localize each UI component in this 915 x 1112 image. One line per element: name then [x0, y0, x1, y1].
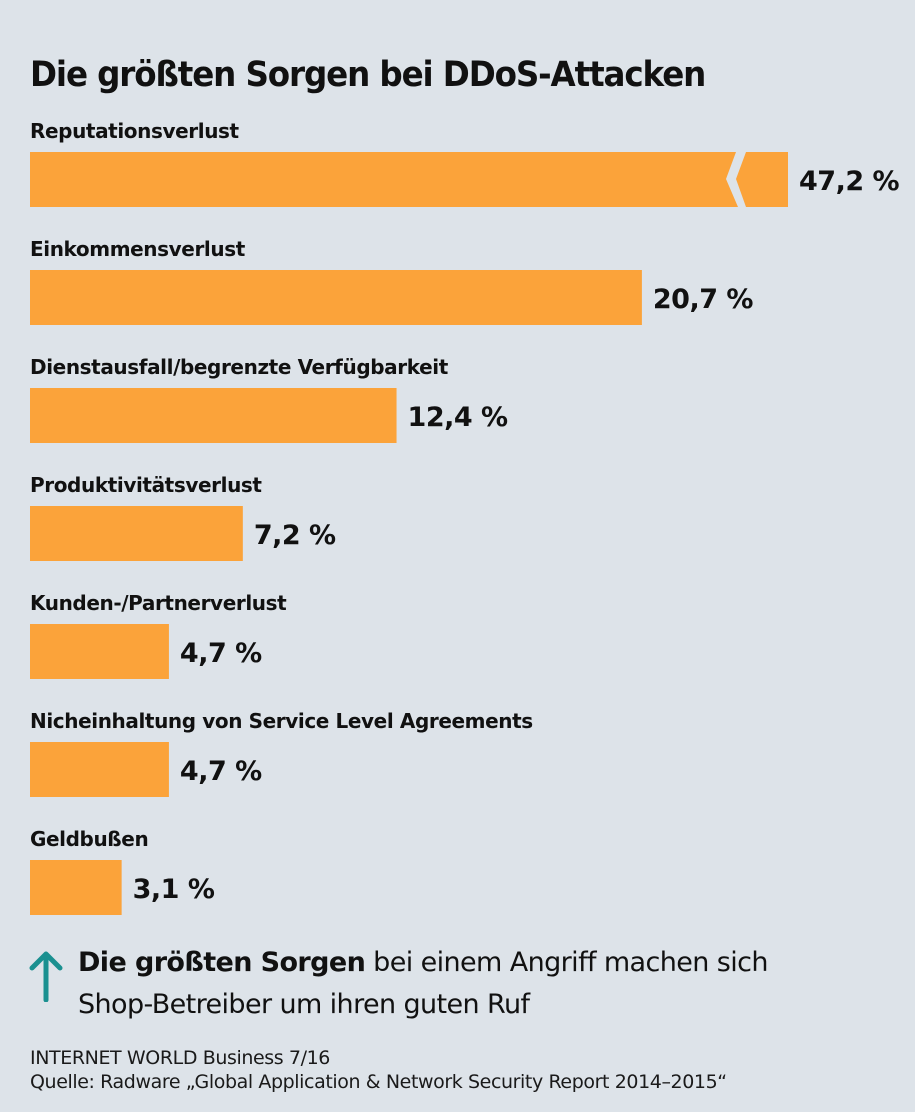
chart-title: Die größten Sorgen bei DDoS-Attacken	[30, 55, 706, 95]
category-label: Kunden-/Partnerverlust	[30, 591, 287, 615]
bar	[30, 152, 788, 207]
category-label: Reputationsverlust	[30, 119, 240, 143]
category-label: Produktivitätsverlust	[30, 473, 262, 497]
note-line-1-rest: bei einem Angriff machen sich	[365, 947, 768, 978]
value-label: 20,7 %	[653, 284, 754, 315]
value-label: 47,2 %	[799, 166, 900, 197]
value-label: 7,2 %	[254, 520, 336, 551]
category-label: Geldbußen	[30, 827, 148, 851]
bar	[30, 388, 397, 443]
note-line-1: Die größten Sorgen bei einem Angriff mac…	[78, 942, 769, 984]
bar-chart: Reputationsverlust 47,2 % Einkommensverlus…	[30, 119, 900, 915]
annotation-note: Die größten Sorgen bei einem Angriff mac…	[78, 942, 769, 1026]
source-credit: Quelle: Radware „Global Application & Ne…	[30, 1071, 727, 1093]
arrow-up-icon	[29, 951, 63, 1002]
value-label: 4,7 %	[180, 756, 262, 787]
axis-break-mark	[726, 152, 746, 207]
bar	[30, 506, 243, 561]
note-bold: Die größten Sorgen	[78, 947, 366, 978]
footer: INTERNET WORLD Business 7/16 Quelle: Rad…	[30, 1046, 727, 1094]
bar	[30, 860, 122, 915]
bar	[30, 624, 169, 679]
publication-credit: INTERNET WORLD Business 7/16	[30, 1047, 330, 1069]
bar	[30, 270, 642, 325]
value-label: 12,4 %	[408, 402, 509, 433]
category-label: Dienstausfall/begrenzte Verfügbarkeit	[30, 355, 449, 379]
bar	[30, 742, 169, 797]
value-label: 3,1 %	[133, 874, 215, 905]
value-label: 4,7 %	[180, 638, 262, 669]
category-label: Einkommensverlust	[30, 237, 246, 261]
category-label: Nicheinhaltung von Service Level Agreeme…	[30, 709, 533, 733]
note-line-2: Shop-Betreiber um ihren guten Ruf	[78, 989, 530, 1020]
